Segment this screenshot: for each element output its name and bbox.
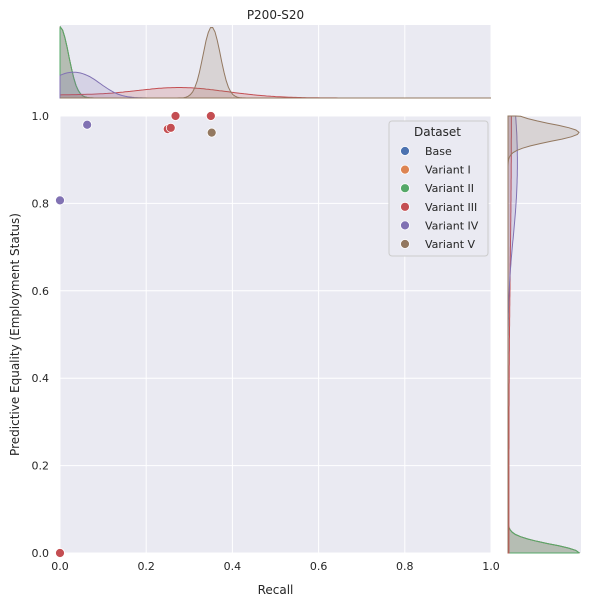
x-tick-label: 1.0: [482, 560, 500, 573]
legend-label-base: Base: [425, 145, 452, 158]
y-tick-label: 0.8: [32, 197, 50, 210]
point-variant-v: [206, 127, 217, 138]
right-marginal-area: [508, 116, 581, 553]
kde-top-variant-v: [60, 26, 491, 99]
x-tick-label: 0.4: [224, 560, 242, 573]
point-variant-iii: [205, 111, 216, 121]
x-tick-label: 0.0: [51, 560, 69, 573]
point-variant-iii: [165, 122, 176, 133]
legend-marker-variant-v: [400, 239, 410, 249]
point-variant-iii: [170, 111, 181, 121]
legend-items: Base Variant I Variant II Variant III Varian…: [400, 145, 479, 251]
y-tick-label: 1.0: [32, 110, 50, 123]
point-variant-iv: [55, 195, 65, 206]
legend-label-variant-v: Variant V: [425, 238, 476, 251]
legend: Dataset Base Variant I Variant II Variant I…: [388, 120, 489, 257]
legend-marker-variant-iv: [400, 220, 410, 231]
legend-marker-variant-i: [400, 164, 410, 175]
y-tick-label: 0.4: [32, 372, 50, 385]
chart-title: P200-S20: [247, 8, 304, 22]
top-marginal-kde: [59, 25, 491, 99]
point-variant-iv: [82, 119, 93, 130]
legend-title: Dataset: [414, 125, 461, 139]
scatter-points: [55, 111, 217, 558]
legend-box: [388, 120, 489, 257]
y-tick-label: 0.2: [32, 460, 50, 473]
x-tick-label: 0.6: [310, 560, 328, 573]
y-tick-label: 0.6: [32, 285, 50, 298]
legend-label-variant-iv: Variant IV: [425, 219, 479, 232]
legend-marker-variant-ii: [400, 183, 410, 194]
kde-right-variant-v: [507, 115, 580, 553]
legend-marker-base: [400, 146, 410, 156]
y-axis-label: Predictive Equality (Employment Status): [8, 213, 22, 456]
right-marginal-kde: [507, 115, 581, 554]
point-variant-iii: [55, 548, 65, 558]
x-tick-label: 0.8: [396, 560, 414, 573]
y-tick-labels: 0.0 0.2 0.4 0.6 0.8 1.0: [32, 110, 50, 560]
top-marginal-area: [60, 25, 491, 98]
kde-right-variant-iii: [507, 115, 512, 554]
legend-label-variant-iii: Variant III: [425, 201, 477, 214]
legend-marker-variant-iii: [400, 201, 410, 212]
legend-label-variant-ii: Variant II: [425, 182, 474, 195]
legend-label-variant-i: Variant I: [425, 164, 471, 177]
x-axis-label: Recall: [258, 583, 294, 597]
y-tick-label: 0.0: [32, 547, 50, 560]
x-tick-labels: 0.0 0.2 0.4 0.6 0.8 1.0: [51, 560, 500, 573]
x-tick-label: 0.2: [137, 560, 155, 573]
